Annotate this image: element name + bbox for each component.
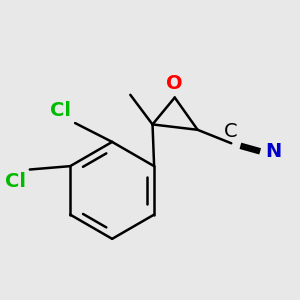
Text: O: O	[167, 74, 183, 94]
Text: N: N	[265, 142, 281, 161]
Text: Cl: Cl	[50, 101, 71, 120]
Text: C: C	[224, 122, 237, 141]
Text: Cl: Cl	[5, 172, 26, 191]
